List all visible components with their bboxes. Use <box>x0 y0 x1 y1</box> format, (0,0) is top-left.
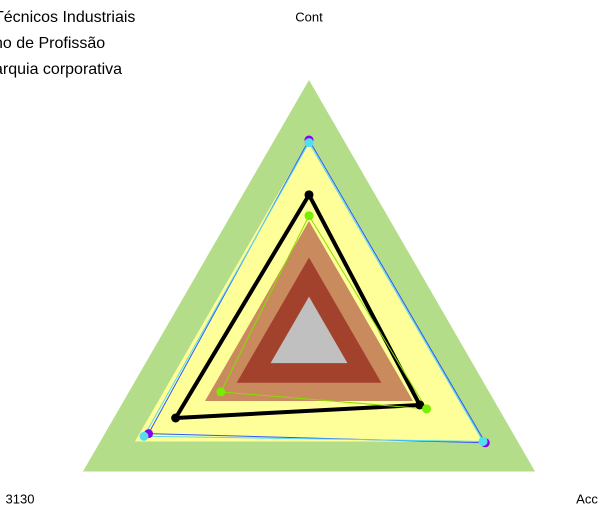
legend-label: no de Profissão <box>0 35 105 52</box>
series-line <box>173 192 422 420</box>
axis-label: Cont <box>295 9 323 24</box>
point <box>216 387 226 397</box>
band <box>270 296 348 364</box>
axis-label: 3130 <box>6 491 35 506</box>
point <box>171 413 181 423</box>
point <box>139 431 149 441</box>
point <box>304 211 314 221</box>
point <box>415 400 425 410</box>
point <box>422 404 432 414</box>
legend-label: Técnicos Industriais <box>0 9 135 26</box>
point <box>304 190 314 200</box>
series-line <box>148 139 486 444</box>
series-line <box>143 142 484 442</box>
axis-label: Acc <box>576 491 598 506</box>
point <box>478 436 488 446</box>
point <box>304 138 314 148</box>
legend-label: arquia corporativa <box>0 61 122 78</box>
series-line <box>220 215 428 410</box>
